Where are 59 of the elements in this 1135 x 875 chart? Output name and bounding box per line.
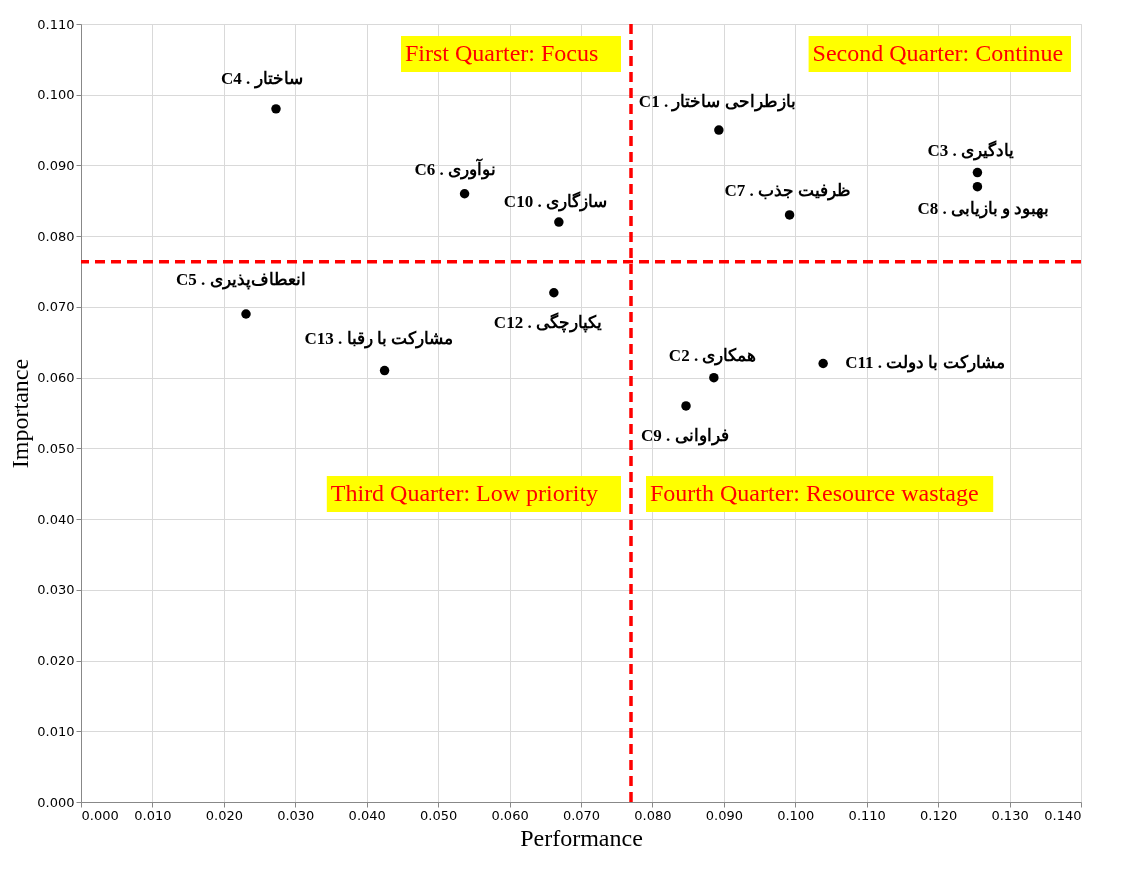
point: [784, 210, 795, 220]
x-tick-label: 0.090: [705, 807, 743, 823]
x-tick-label: 0.060: [491, 807, 529, 823]
y-tick-label: 0.000: [37, 794, 75, 810]
x-tick-label: 0.020: [205, 807, 243, 823]
x-tick-label: 0.140: [1044, 807, 1082, 823]
x-axis-title: Performance: [520, 824, 643, 851]
data-label: C8 . بهبود و بازیابی: [917, 198, 1050, 219]
point: [379, 365, 390, 376]
x-tick-label: 0.080: [634, 807, 672, 823]
x-tick-label: 0.040: [348, 807, 386, 823]
annotation: Second Quarter: Continue: [812, 40, 1064, 66]
data-label: C5 . انعطاف‌پذیری: [176, 269, 306, 290]
data-label: C3 . یادگیری: [927, 139, 1014, 161]
point: [972, 167, 983, 178]
data-label: C12 . یکپارچگی: [493, 311, 602, 333]
x-tick-label: 0.110: [848, 807, 886, 823]
data-label: C13 . مشارکت با رقبا: [304, 328, 454, 349]
y-tick-label: 0.070: [37, 299, 75, 315]
point: [972, 181, 983, 192]
point: [459, 189, 470, 199]
y-tick-label: 0.030: [37, 582, 75, 598]
point: [241, 309, 251, 319]
point: [709, 372, 719, 383]
data-label: C11 . مشارکت با دولت: [845, 353, 1005, 374]
y-tick-label: 0.010: [37, 723, 75, 739]
x-tick-label: 0.000: [81, 807, 119, 823]
x-tick-label: 0.030: [277, 807, 315, 823]
x-tick-label: 0.100: [777, 807, 815, 823]
data-label: C7 . ظرفیت جذب: [724, 180, 852, 201]
point: [271, 104, 281, 114]
point: [554, 217, 564, 227]
x-tick-label: 0.120: [920, 807, 958, 823]
point: [714, 125, 724, 135]
y-tick-label: 0.110: [37, 16, 75, 32]
point: [549, 288, 559, 298]
y-tick-label: 0.020: [37, 653, 75, 669]
y-axis-title: Importance: [7, 358, 34, 469]
y-tick-label: 0.060: [37, 370, 75, 386]
point: [818, 358, 828, 369]
x-tick-label: 0.010: [134, 807, 172, 823]
y-tick-label: 0.080: [37, 228, 75, 244]
y-tick-label: 0.100: [37, 87, 75, 103]
data-label: C2 . همکاری: [668, 345, 757, 366]
annotation: First Quarter: Focus: [405, 40, 599, 66]
point: [681, 401, 691, 411]
annotation: Fourth Quarter: Resource wastage: [650, 480, 979, 506]
data-label: C6 . نوآوری: [414, 157, 497, 180]
data-label: C9 . فراوانی: [641, 425, 729, 446]
data-label: C10 . سازگاری: [503, 191, 607, 213]
data-label: C1 . بازطراحی ساختار: [638, 92, 796, 113]
x-tick-label: 0.050: [420, 807, 458, 823]
y-tick-label: 0.090: [37, 157, 75, 173]
y-tick-label: 0.050: [37, 440, 75, 456]
annotation: Third Quarter: Low priority: [330, 480, 599, 506]
data-label: C4 . ساختار: [221, 68, 303, 89]
y-tick-label: 0.040: [37, 511, 75, 527]
x-tick-label: 0.070: [562, 807, 601, 823]
x-tick-label: 0.130: [991, 807, 1029, 823]
